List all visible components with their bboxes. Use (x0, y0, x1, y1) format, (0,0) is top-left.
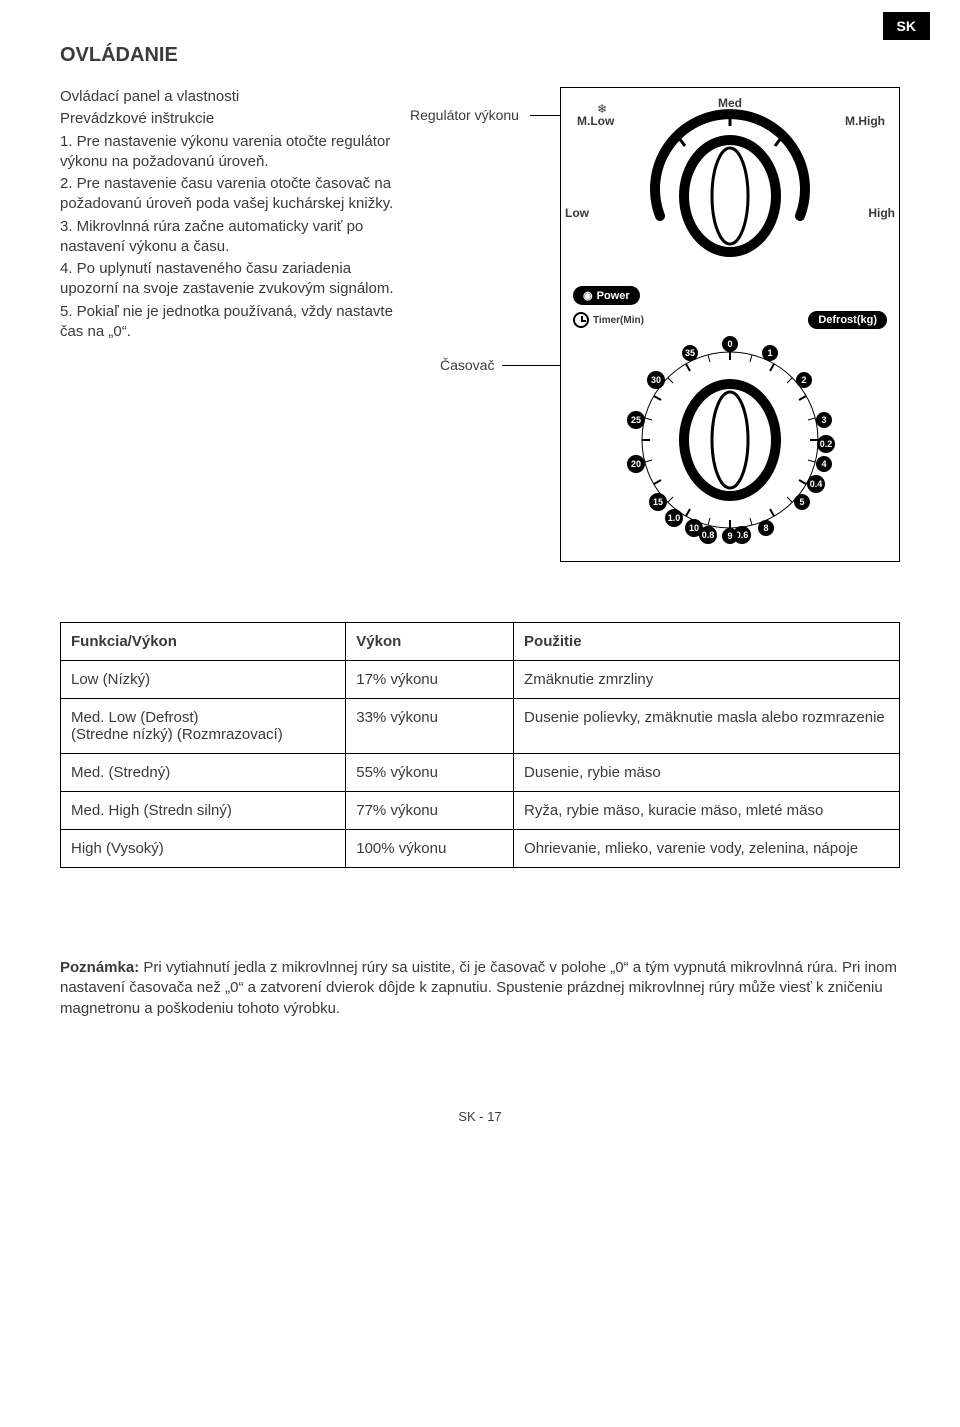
table-cell: 55% výkonu (346, 754, 514, 792)
svg-text:5: 5 (799, 497, 804, 507)
table-cell: 33% výkonu (346, 699, 514, 754)
table-cell: Dusenie polievky, zmäknutie masla alebo … (514, 699, 900, 754)
power-levels-table: Funkcia/Výkon Výkon Použitie Low (Nízký)… (60, 622, 900, 868)
svg-text:8: 8 (763, 523, 768, 533)
table-cell: Med. High (Stredn silný) (61, 792, 346, 830)
callout-line (502, 365, 560, 366)
callout-line (530, 115, 560, 116)
table-header: Funkcia/Výkon (61, 623, 346, 661)
svg-text:0.4: 0.4 (810, 479, 823, 489)
svg-text:2: 2 (801, 375, 806, 385)
svg-text:3: 3 (821, 415, 826, 425)
table-cell: 77% výkonu (346, 792, 514, 830)
instruction-item: 2. Pre nastavenie času varenia otočte ča… (60, 174, 400, 215)
timer-label-group: Timer(Min) (573, 312, 644, 328)
power-dial-label-mhigh: M.High (845, 114, 885, 128)
clock-icon (573, 312, 589, 328)
table-cell: Med. (Stredný) (61, 754, 346, 792)
callout-labels-column: Regulátor výkonu Časovač (410, 87, 550, 527)
instruction-item: 3. Mikrovlnná rúra začne automaticky var… (60, 217, 400, 258)
table-header: Výkon (346, 623, 514, 661)
instructions-heading: Prevádzkové inštrukcie (60, 109, 400, 129)
table-header: Použitie (514, 623, 900, 661)
svg-text:0.8: 0.8 (702, 530, 715, 540)
mid-icon-row-2: Timer(Min) Defrost(kg) (573, 311, 887, 329)
instruction-item: 4. Po uplynutí nastaveného času zariaden… (60, 259, 400, 300)
table-row: Med. High (Stredn silný)77% výkonuRyža, … (61, 792, 900, 830)
svg-text:20: 20 (631, 459, 641, 469)
instruction-item: 1. Pre nastavenie výkonu varenia otočte … (60, 132, 400, 173)
svg-text:35: 35 (685, 348, 695, 358)
svg-text:0.2: 0.2 (820, 439, 833, 449)
power-dial-label-mlow: M.Low (577, 114, 614, 128)
page-footer: SK - 17 (60, 1109, 900, 1124)
svg-text:10: 10 (689, 523, 699, 533)
table-cell: Med. Low (Defrost) (Stredne nízký) (Rozm… (61, 699, 346, 754)
language-tab: SK (883, 12, 930, 40)
callout-timer-label: Časovač (440, 357, 494, 373)
power-pill-label: Power (597, 290, 630, 302)
defrost-pill: Defrost(kg) (808, 311, 887, 329)
table-cell: Zmäknutie zmrzliny (514, 661, 900, 699)
snow-icon: ❄ (597, 102, 607, 116)
table-cell: Ryža, rybie mäso, kuracie mäso, mleté mä… (514, 792, 900, 830)
power-pill: ◉ Power (573, 286, 640, 305)
instructions-column: Ovládací panel a vlastnosti Prevádzkové … (60, 87, 400, 344)
callout-power-label: Regulátor výkonu (410, 107, 519, 123)
svg-text:1.0: 1.0 (668, 513, 681, 523)
table-row: Low (Nízký)17% výkonuZmäknutie zmrzliny (61, 661, 900, 699)
svg-text:1: 1 (767, 348, 772, 358)
svg-text:4: 4 (821, 459, 826, 469)
table-row: High (Vysoký)100% výkonuOhrievanie, mlie… (61, 830, 900, 868)
table-row: Med. Low (Defrost) (Stredne nízký) (Rozm… (61, 699, 900, 754)
table-cell: Low (Nízký) (61, 661, 346, 699)
control-panel-diagram: Med M.Low M.High Low High ❄ ◉ Power (560, 87, 900, 562)
mid-icon-row: ◉ Power (573, 286, 887, 305)
table-cell: Ohrievanie, mlieko, varenie vody, zeleni… (514, 830, 900, 868)
power-dial-label-high: High (868, 206, 895, 220)
wave-icon: ◉ (583, 289, 593, 302)
power-dial-label-med: Med (718, 96, 742, 110)
table-cell: High (Vysoký) (61, 830, 346, 868)
note-paragraph: Poznámka: Pri vytiahnutí jedla z mikrovl… (60, 958, 900, 1019)
timer-min-label: Timer(Min) (593, 315, 644, 326)
table-row: Med. (Stredný)55% výkonuDusenie, rybie m… (61, 754, 900, 792)
table-cell: 17% výkonu (346, 661, 514, 699)
note-text: Pri vytiahnutí jedla z mikrovlnnej rúry … (60, 959, 897, 1017)
power-dial-svg (625, 96, 835, 276)
table-cell: Dusenie, rybie mäso (514, 754, 900, 792)
svg-text:0: 0 (727, 339, 732, 349)
instruction-item: 5. Pokiaľ nie je jednotka používaná, vžd… (60, 302, 400, 343)
page-title: OVLÁDANIE (60, 44, 900, 67)
svg-text:9: 9 (727, 531, 732, 541)
panel-subheading: Ovládací panel a vlastnosti (60, 87, 400, 107)
note-label: Poznámka: (60, 959, 139, 976)
svg-text:15: 15 (653, 497, 663, 507)
table-cell: 100% výkonu (346, 830, 514, 868)
timer-dial-svg: 0 1 2 3 4 5 35 30 25 20 15 10 (615, 335, 845, 545)
svg-text:25: 25 (631, 415, 641, 425)
svg-text:30: 30 (651, 375, 661, 385)
power-dial-label-low: Low (565, 206, 589, 220)
